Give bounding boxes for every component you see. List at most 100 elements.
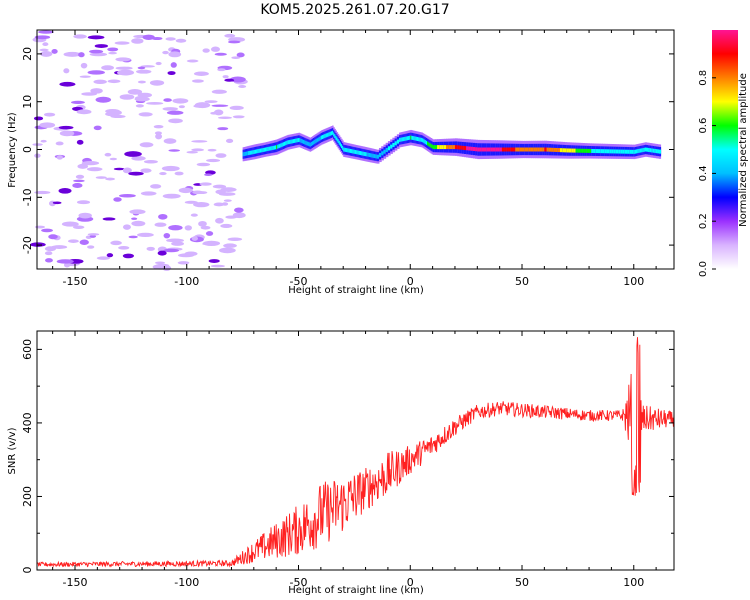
spectrogram-noise-blob xyxy=(191,79,204,83)
snr-xtick-label: -100 xyxy=(174,576,199,589)
ridge-core xyxy=(375,154,378,159)
spectrogram-noise-blob xyxy=(162,265,172,271)
ridge-core xyxy=(268,146,270,151)
ridge-core xyxy=(245,151,248,156)
ridge-core xyxy=(644,147,648,152)
spectrogram-noise-blob xyxy=(211,89,227,94)
spectrogram-noise-blob xyxy=(89,49,104,54)
ridge-core xyxy=(408,136,410,141)
spectrogram-noise-blob xyxy=(77,163,89,169)
spectrogram-noise-blob xyxy=(155,61,162,66)
ridge-core xyxy=(481,147,485,152)
ridge-core xyxy=(403,136,406,141)
ridge-core xyxy=(472,147,476,152)
spectrogram-noise-blob xyxy=(51,245,68,249)
ridge-core xyxy=(405,136,408,141)
ridge-core xyxy=(317,137,320,142)
ridge-core xyxy=(244,151,247,156)
snr-frame xyxy=(36,330,675,571)
spectrogram-noise-blob xyxy=(146,102,164,105)
spectrogram-noise-blob xyxy=(71,100,85,104)
ridge-core xyxy=(602,149,606,154)
ridge-core xyxy=(373,153,375,158)
spectrogram-noise-blob xyxy=(217,116,232,120)
ridge-core xyxy=(486,147,489,152)
spectrogram-noise-blob xyxy=(153,125,164,129)
ridge-core xyxy=(422,138,425,143)
spectrogram-noise-blob xyxy=(76,200,91,205)
spectrogram-noise-blob xyxy=(55,141,64,146)
ridge-core xyxy=(659,149,662,154)
spectrogram-noise-blob xyxy=(190,213,198,217)
spectrogram-noise-blob xyxy=(41,228,54,233)
spectrogram-noise-blob xyxy=(78,212,92,219)
spectrogram-noise-blob xyxy=(56,259,74,264)
ridge-core xyxy=(613,149,617,154)
spectrogram-noise-blob xyxy=(162,50,169,55)
ridge-core xyxy=(557,148,561,153)
spectrogram-noise-blob xyxy=(223,199,232,202)
spectrogram-noise-blob xyxy=(95,96,112,103)
ridge-core xyxy=(640,148,643,153)
ridge-core xyxy=(419,137,421,142)
ridge-core xyxy=(361,151,363,156)
spectrogram-heatmap xyxy=(30,30,662,271)
spectrogram-noise-blob xyxy=(93,79,107,85)
colorbar-gradient xyxy=(712,30,738,269)
spectrogram-noise-blob xyxy=(222,75,229,79)
spectrogram-noise-blob xyxy=(56,155,63,160)
spectrogram-xtick-label: 50 xyxy=(515,275,529,288)
ridge-core xyxy=(383,149,387,154)
ridge-core xyxy=(639,148,641,153)
ridge-core xyxy=(629,149,633,154)
spectrogram-noise-blob xyxy=(117,69,135,76)
ridge-core xyxy=(542,147,545,152)
spectrogram-noise-blob xyxy=(155,133,163,140)
ridge-core xyxy=(454,145,458,150)
spectrogram-noise-blob xyxy=(204,173,213,177)
ridge-core xyxy=(351,149,353,154)
spectrogram-noise-blob xyxy=(207,148,217,152)
ridge-core xyxy=(307,141,310,146)
ridge-core xyxy=(298,137,301,142)
ridge-core xyxy=(342,145,344,150)
ridge-core xyxy=(586,148,590,153)
ridge-core xyxy=(297,138,300,143)
spectrogram-noise-blob xyxy=(87,35,105,40)
ridge-core xyxy=(300,138,303,143)
ridge-core xyxy=(302,139,305,144)
spectrogram-noise-blob xyxy=(168,225,183,231)
colorbar-label: Normalized spectral amplitude xyxy=(738,73,749,227)
ridge-core xyxy=(249,150,251,155)
ridge-core xyxy=(636,149,638,154)
ridge-core xyxy=(282,142,285,147)
ridge-core xyxy=(333,132,335,137)
spectrogram-noise-blob xyxy=(81,160,100,166)
spectrogram-noise-blob xyxy=(212,184,227,189)
spectrogram-noise-blob xyxy=(72,183,83,189)
ridge-core xyxy=(263,147,266,152)
ridge-core xyxy=(589,148,592,153)
colorbar-tick-label: 0.2 xyxy=(698,213,709,229)
ridge-core xyxy=(414,136,417,141)
spectrogram-noise-blob xyxy=(217,127,229,131)
ridge-core xyxy=(352,149,354,154)
spectrogram-noise-blob xyxy=(131,220,146,227)
ridge-core xyxy=(633,149,636,154)
snr-xtick-label: 0 xyxy=(407,576,414,589)
spectrogram-noise-blob xyxy=(115,57,131,62)
ridge-core xyxy=(288,140,291,145)
spectrogram-xtick-label: 100 xyxy=(623,275,644,288)
snr-ytick-label: 400 xyxy=(21,412,34,433)
ridge-core xyxy=(339,142,342,147)
ridge-core xyxy=(281,142,284,147)
ridge-core xyxy=(466,146,469,151)
ridge-core xyxy=(347,148,350,153)
spectrogram-noise-blob xyxy=(135,104,144,108)
ridge-core xyxy=(251,150,254,155)
spectrogram-noise-blob xyxy=(206,158,221,163)
ridge-core xyxy=(366,152,369,157)
spectrogram-noise-blob xyxy=(184,225,192,231)
spectrogram-noise-blob xyxy=(63,262,71,268)
spectrogram-noise-blob xyxy=(40,51,53,57)
